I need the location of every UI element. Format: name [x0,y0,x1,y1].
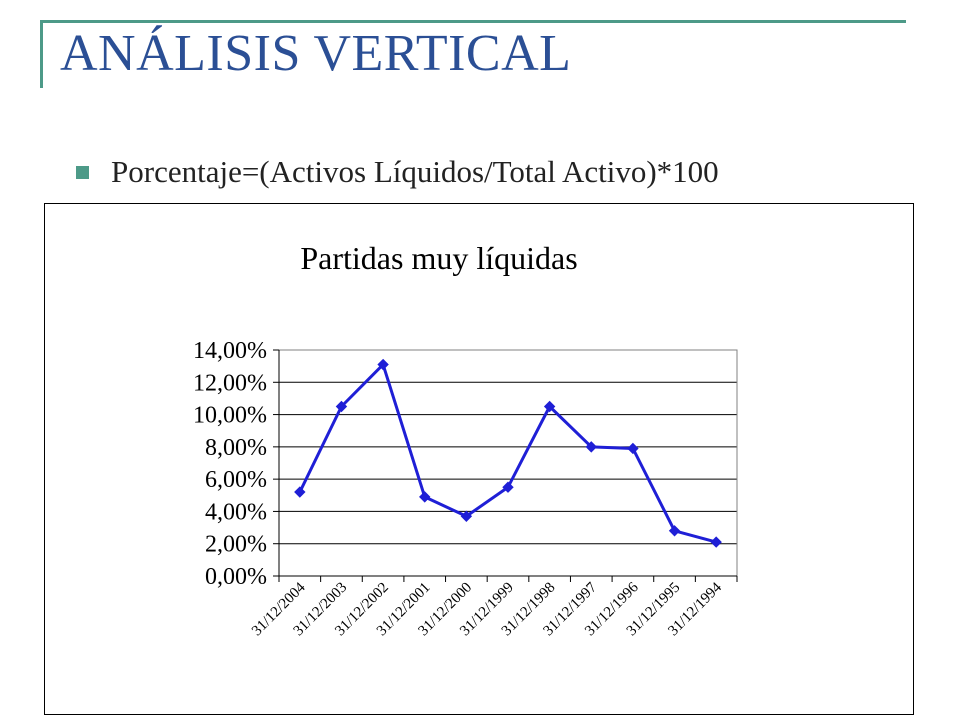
y-tick-label: 6,00% [205,467,267,493]
y-tick-label: 14,00% [193,338,267,364]
data-point-marker [294,486,306,498]
series-liquid-items [294,358,722,548]
y-tick-label: 0,00% [205,564,267,590]
data-point-marker [627,442,639,455]
y-tick-label: 12,00% [193,370,267,396]
data-point-marker [335,400,348,413]
y-tick-labels: 0,00% 2,00% 4,00% 6,00% 8,00% 10,00% 12,00% 14,… [193,338,267,590]
bullet-item: Porcentaje=(Activos Líquidos/Total Activ… [76,152,719,192]
data-point-marker [377,358,389,371]
plot-area [278,349,738,577]
line-chart: Partidas muy líquidas 0,00% 2,00% 4,00% 6,0… [193,240,738,639]
axes [273,349,738,582]
chart-title: Partidas muy líquidas [300,240,577,276]
slide-title: ANÁLISIS VERTICAL [60,25,572,82]
bullet-text: Porcentaje=(Activos Líquidos/Total Activ… [111,154,719,189]
data-point-marker [668,525,681,537]
gridlines [279,349,737,545]
y-tick-label: 10,00% [193,403,267,429]
title-accent-top-rule [40,20,906,23]
data-point-marker [460,510,473,522]
bullet-square-icon [76,165,89,179]
y-tick-label: 8,00% [205,435,267,461]
data-point-marker [419,491,431,503]
data-point-marker [710,536,722,548]
data-point-marker [543,400,556,413]
series-line [298,363,717,544]
x-tick-labels: 31/12/200431/12/200331/12/200231/12/2001… [249,579,725,639]
data-point-marker [585,441,597,453]
data-point-marker [502,481,514,493]
y-tick-label: 2,00% [205,532,267,558]
title-accent-left-rule [40,20,43,88]
chart-frame: Partidas muy líquidas 0,00% 2,00% 4,00% 6,0… [44,203,914,715]
y-tick-label: 4,00% [205,499,267,525]
